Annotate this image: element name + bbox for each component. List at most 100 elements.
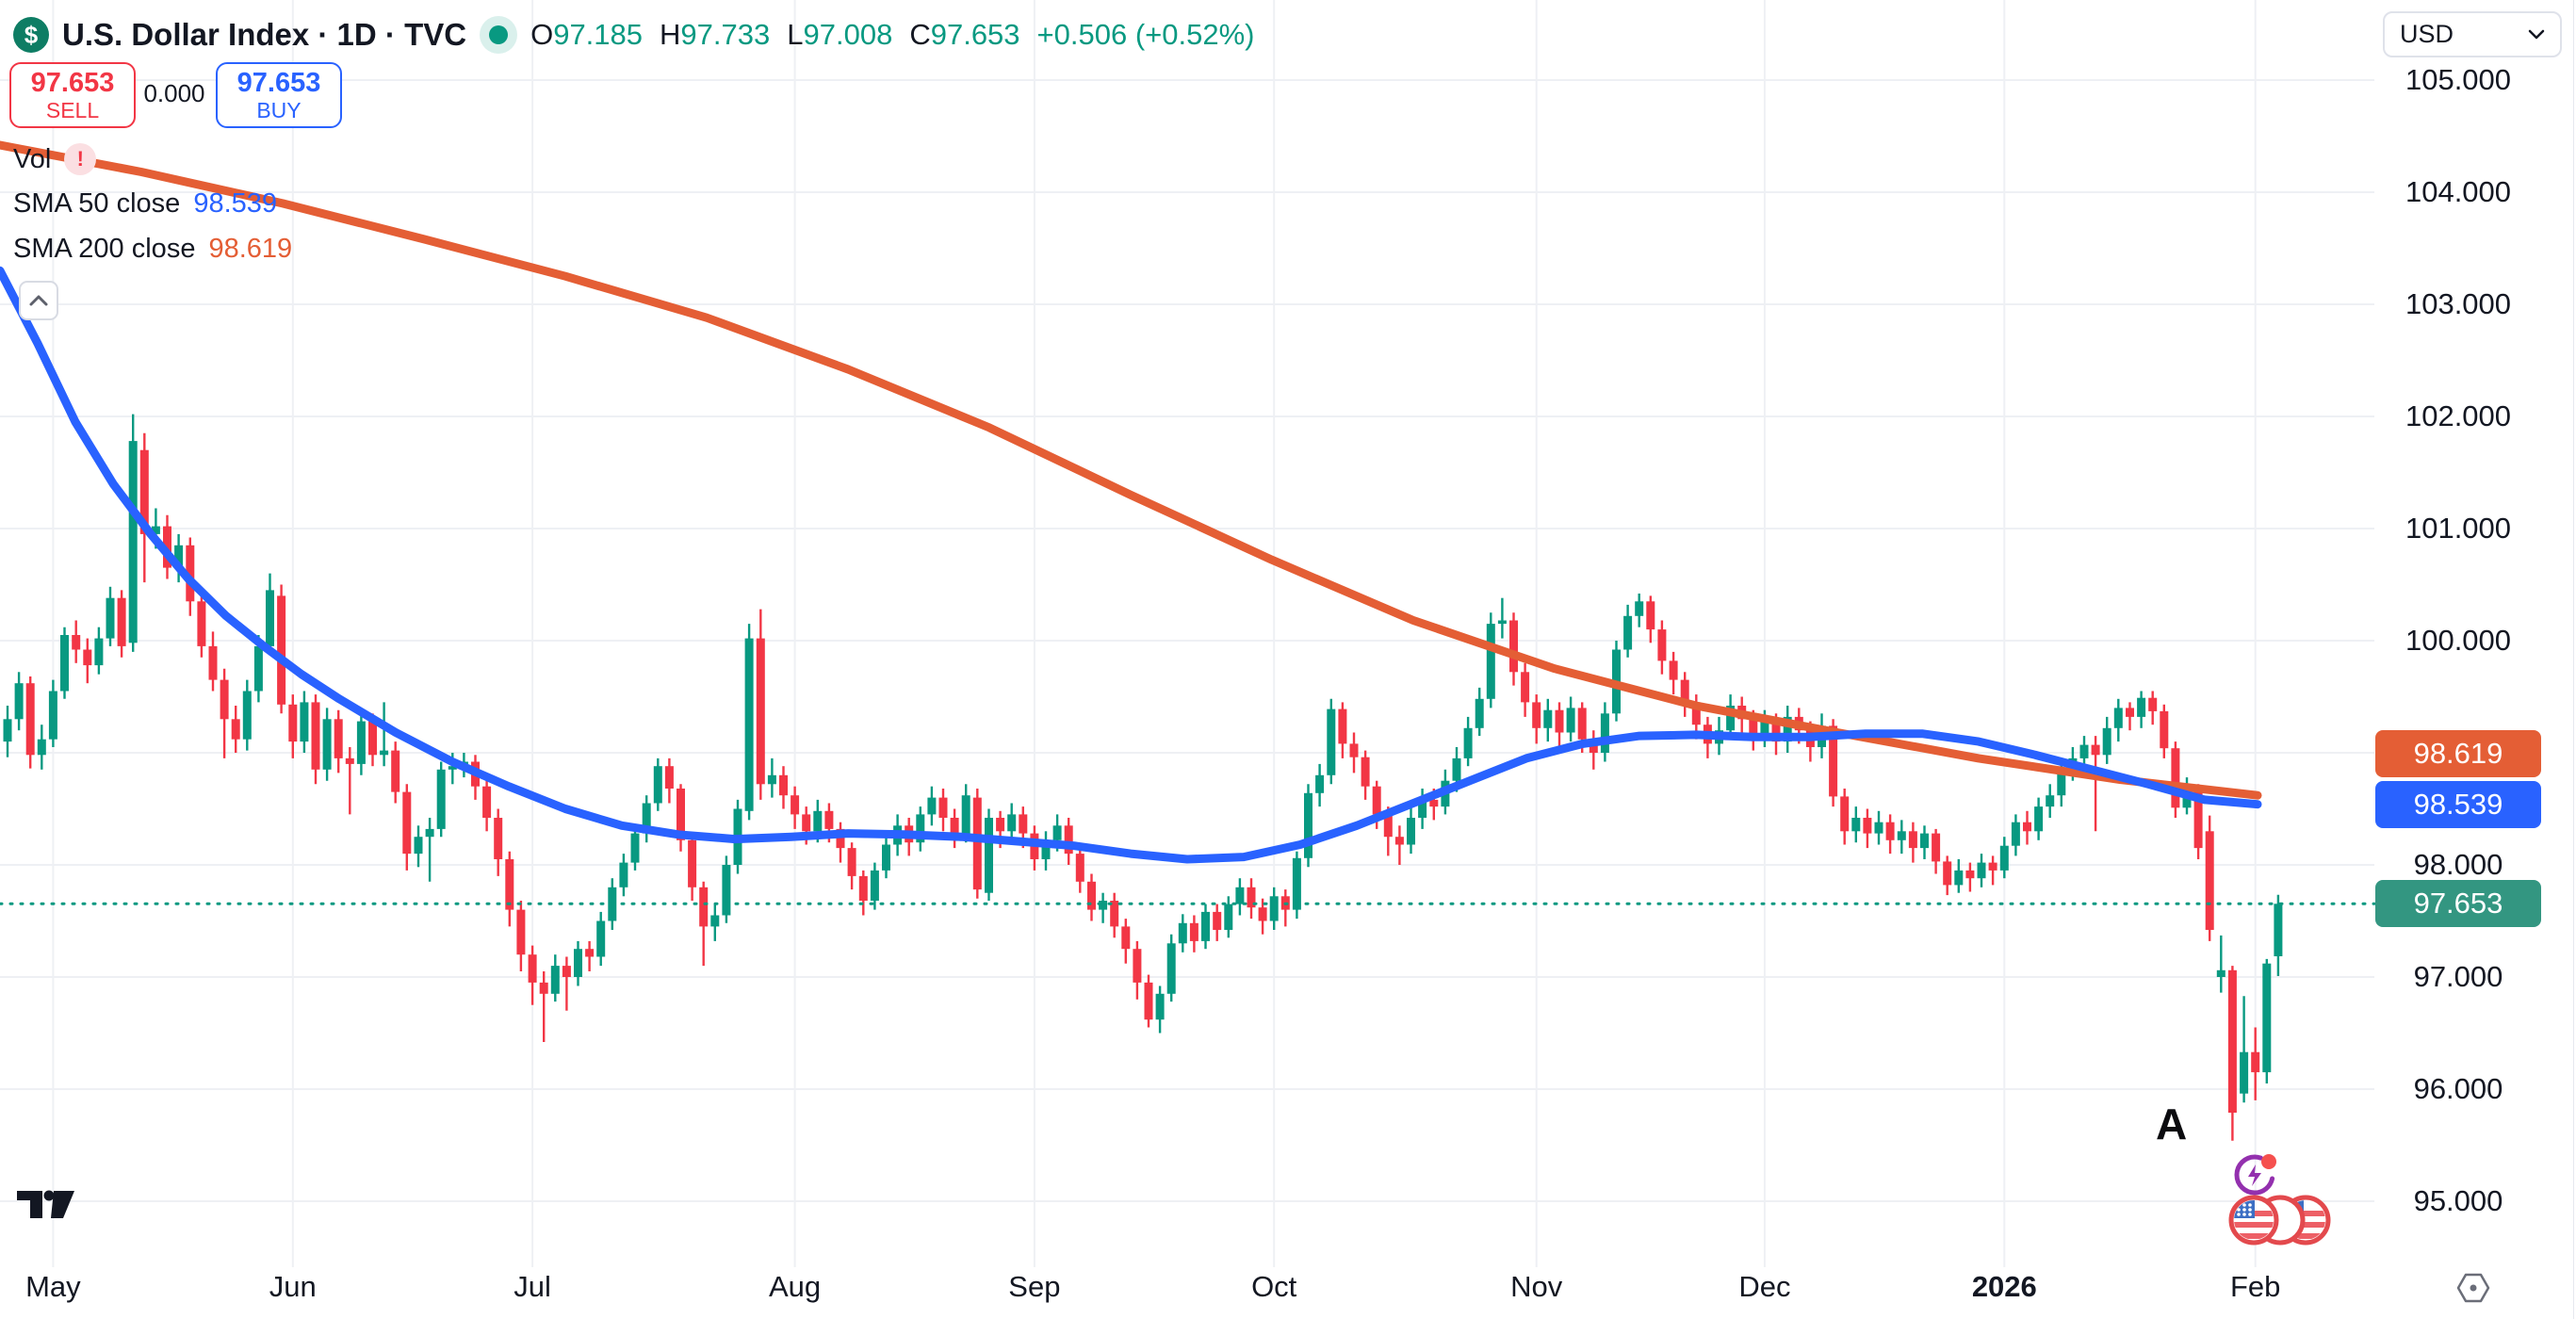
- candle[interactable]: [1280, 889, 1290, 927]
- candle[interactable]: [1497, 597, 1507, 639]
- candle[interactable]: [596, 911, 606, 967]
- candle[interactable]: [277, 584, 286, 714]
- candle[interactable]: [72, 620, 81, 663]
- candle[interactable]: [2011, 814, 2020, 856]
- candle[interactable]: [1030, 825, 1039, 871]
- candle[interactable]: [2034, 797, 2044, 840]
- candle[interactable]: [139, 432, 149, 583]
- candle[interactable]: [106, 586, 115, 646]
- candle[interactable]: [710, 904, 720, 941]
- candle[interactable]: [2091, 736, 2100, 832]
- candle[interactable]: [1874, 810, 1883, 845]
- candle[interactable]: [1840, 789, 1850, 845]
- candle[interactable]: [2262, 958, 2272, 1083]
- candle[interactable]: [1680, 672, 1689, 717]
- candle[interactable]: [2171, 741, 2180, 818]
- candle[interactable]: [37, 725, 46, 770]
- candle[interactable]: [858, 870, 868, 916]
- candle[interactable]: [1099, 892, 1108, 923]
- lightning-alert-icon[interactable]: [2234, 1154, 2276, 1196]
- candle[interactable]: [950, 808, 959, 849]
- candle[interactable]: [1965, 862, 1975, 892]
- candle[interactable]: [1394, 825, 1404, 865]
- candle[interactable]: [2227, 966, 2237, 1141]
- candle[interactable]: [494, 808, 503, 876]
- candle[interactable]: [1292, 851, 1301, 920]
- candle[interactable]: [1566, 696, 1575, 742]
- candle[interactable]: [288, 694, 298, 758]
- candle[interactable]: [1863, 808, 1872, 849]
- candle[interactable]: [334, 709, 343, 773]
- candle[interactable]: [1851, 806, 1861, 843]
- sell-button[interactable]: 97.653 SELL: [9, 62, 136, 128]
- candle[interactable]: [1486, 612, 1495, 708]
- candle[interactable]: [1041, 831, 1051, 871]
- candle[interactable]: [1932, 828, 1941, 874]
- candle[interactable]: [2251, 1027, 2260, 1100]
- candle[interactable]: [1315, 763, 1325, 807]
- market-status-icon[interactable]: [480, 16, 518, 54]
- candle[interactable]: [482, 777, 492, 832]
- candle[interactable]: [722, 855, 731, 923]
- volume-warning-icon[interactable]: !: [64, 143, 97, 175]
- tradingview-logo[interactable]: [17, 1188, 75, 1220]
- candle[interactable]: [391, 741, 400, 804]
- candle[interactable]: [927, 786, 937, 826]
- sma200-legend-row[interactable]: SMA 200 close 98.619: [13, 234, 292, 265]
- candle[interactable]: [1178, 914, 1187, 953]
- candle[interactable]: [1726, 694, 1736, 740]
- candle[interactable]: [1669, 651, 1678, 695]
- candle[interactable]: [356, 713, 366, 775]
- candle[interactable]: [220, 668, 229, 758]
- candle[interactable]: [1646, 595, 1655, 643]
- candle[interactable]: [870, 862, 879, 910]
- candle[interactable]: [1463, 716, 1473, 767]
- candle[interactable]: [916, 806, 925, 852]
- candle[interactable]: [688, 833, 697, 901]
- candle[interactable]: [117, 590, 126, 658]
- candle[interactable]: [972, 789, 982, 899]
- candle[interactable]: [1007, 803, 1017, 843]
- candle[interactable]: [677, 784, 685, 852]
- candle[interactable]: [1988, 855, 1997, 886]
- candle[interactable]: [961, 784, 970, 843]
- candle[interactable]: [528, 945, 537, 1005]
- candle[interactable]: [1269, 887, 1279, 930]
- candle[interactable]: [14, 672, 24, 731]
- sma50-line[interactable]: [0, 266, 2262, 864]
- candle[interactable]: [60, 627, 69, 699]
- candle[interactable]: [83, 638, 92, 684]
- chart-event-icons[interactable]: [2216, 1142, 2339, 1255]
- sma200-line[interactable]: [0, 140, 2262, 800]
- candle[interactable]: [3, 706, 12, 757]
- candle[interactable]: [562, 956, 571, 1011]
- candle[interactable]: [414, 825, 423, 868]
- candle[interactable]: [1121, 919, 1131, 964]
- candle[interactable]: [94, 627, 104, 675]
- candle[interactable]: [2113, 698, 2123, 742]
- candle[interactable]: [1304, 784, 1312, 868]
- candle[interactable]: [1589, 730, 1598, 770]
- candle[interactable]: [1338, 702, 1347, 758]
- candle[interactable]: [767, 757, 776, 798]
- candle[interactable]: [836, 822, 845, 863]
- candle[interactable]: [163, 514, 171, 579]
- candle[interactable]: [208, 631, 218, 692]
- candle[interactable]: [1155, 985, 1165, 1034]
- us-economic-event-icon[interactable]: [2228, 1195, 2331, 1246]
- candle[interactable]: [1657, 620, 1667, 675]
- candle[interactable]: [1475, 687, 1484, 737]
- candle[interactable]: [791, 786, 800, 829]
- candle[interactable]: [2148, 691, 2158, 725]
- candle[interactable]: [1075, 844, 1084, 893]
- candle[interactable]: [756, 609, 765, 800]
- candle[interactable]: [242, 679, 252, 751]
- candle[interactable]: [664, 757, 674, 804]
- candle[interactable]: [539, 971, 548, 1042]
- candle[interactable]: [1897, 820, 1906, 855]
- candle[interactable]: [1189, 915, 1198, 953]
- collapse-pane-button[interactable]: [19, 281, 58, 320]
- candle[interactable]: [425, 818, 434, 882]
- candle[interactable]: [1361, 750, 1370, 800]
